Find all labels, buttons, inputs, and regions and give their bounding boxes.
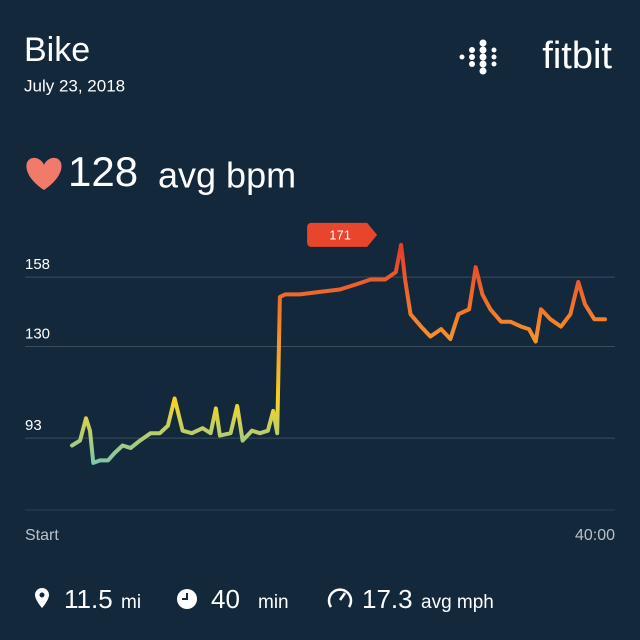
avg-bpm-value: 128 <box>68 148 138 195</box>
avg-bpm-unit: avg bpm <box>158 155 296 196</box>
heart-icon <box>26 157 62 190</box>
brand-name: fitbit <box>542 35 612 77</box>
speed-unit: avg mph <box>421 592 494 613</box>
speed-icon <box>327 588 353 608</box>
duration-unit: min <box>258 592 289 613</box>
speed-value: 17.3 <box>362 584 413 614</box>
brand-logo-dots <box>459 39 497 75</box>
y-tick-label: 158 <box>25 256 50 273</box>
x-tick-label: 40:00 <box>575 527 615 544</box>
activity-title: Bike <box>24 31 90 69</box>
heart-rate-line <box>70 242 607 465</box>
distance-unit: mi <box>121 592 141 613</box>
clock-icon <box>177 589 197 609</box>
distance-value: 11.5 <box>64 584 113 614</box>
x-tick-label: Start <box>25 527 59 544</box>
peak-label: 171 <box>329 227 351 242</box>
y-tick-label: 130 <box>25 325 50 342</box>
activity-date: July 23, 2018 <box>24 76 125 95</box>
location-icon <box>35 588 49 608</box>
peak-label-box <box>307 222 378 247</box>
y-tick-label: 93 <box>25 417 42 434</box>
duration-value: 40 <box>211 584 240 614</box>
